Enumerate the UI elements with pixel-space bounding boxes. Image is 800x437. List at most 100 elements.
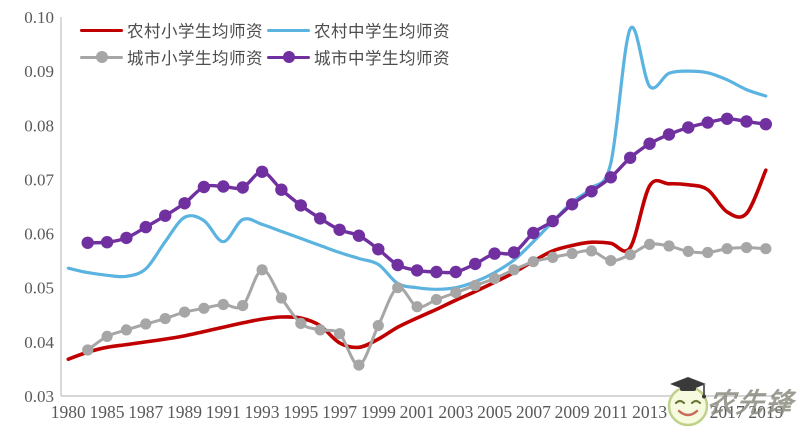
x-tick-label: 1980 — [51, 402, 86, 422]
x-tick-label: 2001 — [400, 402, 435, 422]
data-point — [198, 302, 210, 314]
data-point — [721, 243, 733, 255]
x-tick-label: 2009 — [555, 402, 590, 422]
data-point — [604, 171, 617, 184]
data-point — [120, 324, 132, 336]
data-point — [237, 300, 249, 312]
data-point — [624, 249, 636, 261]
data-point — [120, 231, 133, 245]
data-point — [255, 165, 269, 178]
data-point — [101, 330, 113, 342]
data-point — [489, 272, 501, 285]
data-point — [643, 137, 656, 150]
legend-item-urban-primary: 城市小学生均师资 — [80, 46, 267, 68]
y-tick-label: 0.05 — [24, 279, 54, 298]
series-rural-middle — [66, 25, 768, 291]
data-point — [624, 151, 637, 164]
data-point — [565, 198, 579, 211]
y-tick-label: 0.04 — [24, 333, 54, 352]
legend-label: 城市小学生均师资 — [127, 49, 263, 68]
data-point — [644, 238, 656, 250]
data-point — [469, 279, 481, 292]
data-point — [314, 212, 327, 225]
y-tick-label: 0.07 — [24, 170, 54, 189]
x-tick-label: 2011 — [594, 402, 628, 422]
data-point — [179, 306, 191, 318]
data-point — [507, 246, 521, 259]
x-tick-label: 2015 — [671, 402, 706, 422]
x-tick-label: 2007 — [516, 402, 551, 422]
x-tick-label: 1989 — [167, 402, 202, 422]
data-point — [740, 242, 753, 254]
data-point — [430, 294, 442, 306]
data-point — [585, 245, 598, 257]
data-point — [392, 282, 404, 294]
data-point — [430, 265, 443, 279]
data-point — [663, 240, 675, 252]
x-tick-label: 1993 — [245, 402, 280, 422]
data-point — [547, 251, 559, 263]
data-point — [82, 344, 94, 356]
data-point — [682, 245, 694, 257]
y-tick-label: 0.10 — [24, 8, 54, 27]
data-point — [411, 301, 423, 313]
data-point — [236, 181, 249, 194]
x-tick-label: 2017 — [710, 402, 745, 422]
data-point — [140, 318, 152, 330]
data-point — [178, 197, 191, 210]
data-point — [662, 128, 676, 141]
y-tick-label: 0.09 — [24, 62, 54, 81]
data-point — [334, 328, 346, 340]
legend-label: 农村中学生均师资 — [314, 22, 450, 41]
x-tick-label: 2003 — [438, 402, 473, 422]
data-point — [391, 258, 404, 272]
data-point — [353, 359, 365, 371]
legend-label: 城市中学生均师资 — [314, 49, 450, 68]
legend-item-urban-middle: 城市中学生均师资 — [267, 46, 450, 68]
data-point — [217, 180, 230, 193]
data-point — [333, 223, 346, 236]
data-point — [527, 256, 539, 268]
x-tick-label: 1997 — [322, 402, 357, 422]
data-point — [449, 265, 462, 279]
series-line-rural-primary — [66, 168, 768, 361]
data-point — [294, 199, 307, 212]
data-point — [508, 264, 520, 276]
data-point — [159, 313, 171, 325]
data-point — [740, 115, 753, 128]
data-point — [352, 229, 366, 242]
data-point — [295, 317, 307, 329]
legend-label: 农村小学生均师资 — [127, 22, 263, 41]
data-point — [197, 180, 211, 194]
x-tick-label: 2019 — [748, 402, 783, 422]
data-point — [720, 112, 734, 126]
data-point — [275, 292, 287, 304]
legend-item-rural-primary: 农村小学生均师资 — [80, 19, 267, 41]
data-point — [566, 248, 578, 260]
data-point — [760, 243, 772, 255]
legend-item-rural-middle: 农村中学生均师资 — [267, 19, 450, 41]
data-point — [759, 118, 772, 131]
data-point — [682, 121, 695, 134]
data-point — [275, 183, 288, 196]
series-line-rural-middle — [66, 25, 768, 291]
data-point — [256, 264, 268, 276]
x-tick-label: 2013 — [632, 402, 667, 422]
x-tick-label: 1995 — [283, 402, 318, 422]
data-point — [702, 246, 714, 259]
data-point — [81, 236, 94, 249]
data-point — [527, 226, 540, 240]
series-urban-middle — [81, 112, 772, 279]
legend-swatch-red-line — [80, 19, 123, 41]
y-tick-label: 0.08 — [24, 116, 54, 135]
data-point — [585, 185, 598, 198]
data-point — [410, 264, 424, 277]
data-point — [372, 243, 385, 256]
data-point — [314, 324, 326, 336]
chart-legend: 农村小学生均师资 农村中学生均师资 城市小学生均师资 城市中学生均师资 — [80, 19, 450, 68]
series-line-urban-primary — [86, 242, 768, 367]
series-urban-primary — [82, 238, 772, 371]
x-tick-label: 2005 — [477, 402, 512, 422]
x-tick-label: 1999 — [361, 402, 396, 422]
